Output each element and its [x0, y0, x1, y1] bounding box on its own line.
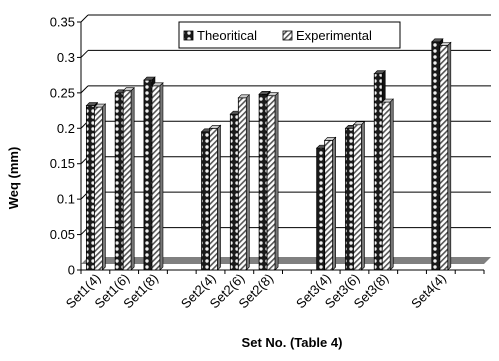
- bar-theoritical: [431, 41, 441, 271]
- bar-side-experimental: [130, 87, 135, 271]
- bar-experimental: [266, 95, 276, 271]
- legend: Theoritical Experimental: [178, 21, 401, 49]
- legend-swatch-experimental: [282, 30, 293, 41]
- legend-label-experimental: Experimental: [296, 28, 372, 43]
- bar-experimental: [439, 44, 449, 271]
- bar-side-experimental: [159, 82, 164, 271]
- bar-side-experimental: [217, 124, 221, 271]
- gridlines: [77, 14, 491, 271]
- bar-side-experimental: [447, 41, 452, 271]
- bar-theoritical: [373, 73, 383, 271]
- bar-side-experimental: [389, 98, 394, 271]
- y-tick-labels: 0 0.05 0.1 0.15 0.2 0.25 0.3 0.35: [50, 15, 75, 278]
- y-tick-label: 0.35: [50, 15, 75, 30]
- bar-theoritical: [85, 105, 95, 271]
- bar-theoritical: [114, 92, 124, 271]
- y-tick-label: 0.05: [50, 227, 75, 242]
- bars: [85, 38, 452, 271]
- bar-experimental: [122, 90, 132, 271]
- bar-experimental: [381, 101, 391, 271]
- bar-theoritical: [229, 113, 239, 271]
- x-tick-label: Set4(4): [408, 271, 449, 312]
- bar-side-experimental: [332, 136, 336, 271]
- axes: [80, 22, 484, 271]
- y-tick-label: 0.15: [50, 156, 75, 171]
- bar-theoritical: [345, 127, 354, 271]
- gridline-diag: [80, 50, 89, 58]
- y-tick-label: 0.1: [57, 192, 75, 207]
- bar-theoritical: [316, 147, 326, 271]
- bar-side-experimental: [361, 121, 365, 271]
- y-tick-label: 0.25: [50, 85, 75, 100]
- gridline-diag: [80, 85, 89, 94]
- y-tick-label: 0.2: [57, 121, 75, 136]
- y-axis-title: Weq (mm): [6, 147, 21, 210]
- bar-theoritical: [143, 79, 153, 271]
- x-tick-labels: Set1(4)Set1(6)Set1(8) Set2(4)Set2(6)Set2(…: [63, 270, 485, 312]
- bar-experimental: [237, 97, 247, 271]
- gridline-diag: [80, 14, 89, 23]
- bar-experimental: [209, 127, 218, 271]
- x-axis-title: Set No. (Table 4): [242, 335, 343, 350]
- y-tick-label: 0.3: [57, 50, 75, 65]
- bar-experimental: [151, 85, 161, 271]
- bar-experimental: [324, 139, 334, 271]
- legend-label-theoritical: Theoritical: [197, 28, 257, 43]
- bar-side-experimental: [246, 94, 250, 271]
- bar-theoritical: [258, 93, 268, 271]
- chart-floor: [81, 257, 491, 264]
- bar-side-experimental: [274, 91, 279, 271]
- bar-experimental: [353, 124, 362, 271]
- bar-side-experimental: [102, 103, 106, 271]
- legend-swatch-theoritical: [183, 30, 194, 41]
- y-tick-label: 0: [68, 263, 75, 278]
- bar-theoritical: [201, 131, 210, 271]
- bar-experimental: [93, 106, 103, 271]
